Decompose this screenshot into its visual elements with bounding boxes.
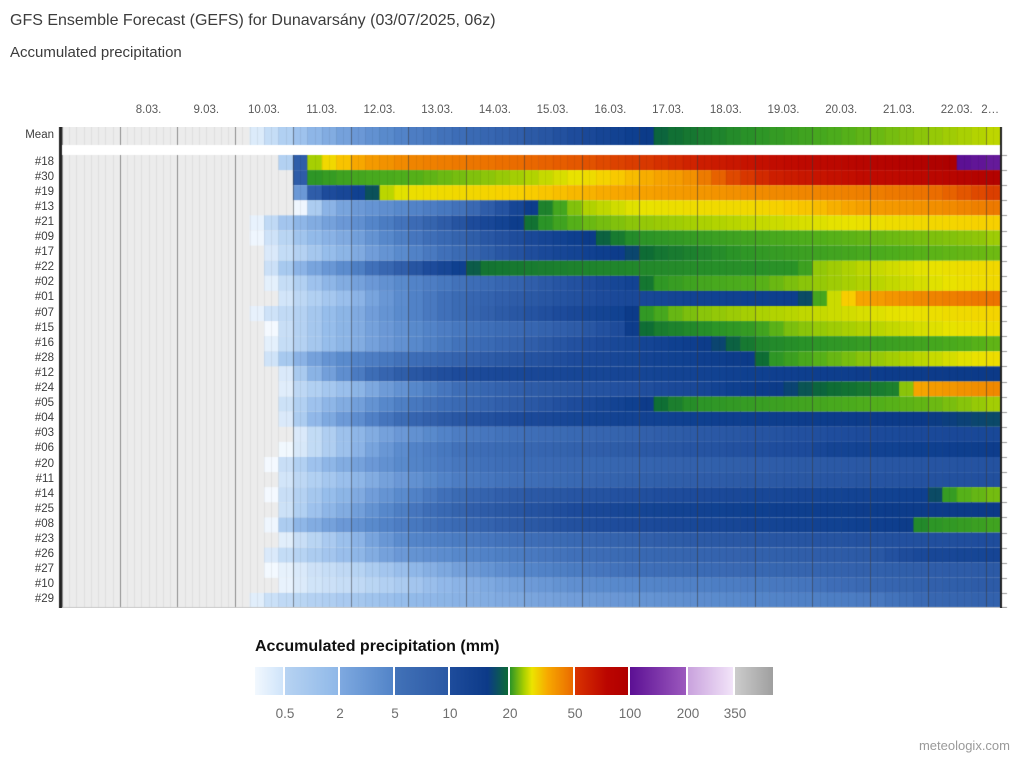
x-axis-tick-label: 16.03. [594, 104, 627, 116]
row-label: #01 [34, 291, 54, 304]
x-axis-tick-label: 20.03. [825, 104, 858, 116]
x-axis-tick-label: 15.03. [536, 104, 569, 116]
x-axis-tick-label: 22.03. [940, 104, 973, 116]
x-axis-tick-label: 21.03. [882, 104, 915, 116]
x-axis-tick-label: 17.03. [652, 104, 685, 116]
row-label: #16 [34, 336, 54, 349]
legend-color-segment [255, 667, 285, 695]
row-label: #20 [34, 457, 54, 470]
legend-colorbar [255, 667, 773, 695]
row-label: #08 [34, 517, 54, 530]
row-label: #17 [34, 246, 54, 259]
row-label: #04 [34, 412, 54, 425]
row-label: #07 [34, 306, 54, 319]
row-label: #14 [34, 487, 54, 500]
legend-color-segment [688, 667, 735, 695]
row-label: #15 [34, 321, 54, 334]
legend-tick-label: 10 [442, 706, 458, 721]
x-axis-tick-label: 18.03. [709, 104, 742, 116]
row-label: Mean [25, 129, 54, 141]
x-axis-tick-label: 9.03. [193, 104, 220, 116]
row-label: #02 [34, 276, 54, 289]
legend-color-segment [285, 667, 340, 695]
legend-color-segment [734, 667, 773, 695]
legend-tick-label: 0.5 [275, 706, 295, 721]
row-label: #11 [35, 472, 54, 485]
heatmap-canvas [56, 127, 1010, 608]
row-label: #12 [34, 366, 54, 379]
row-label: #09 [34, 231, 54, 244]
legend-tick-label: 100 [618, 706, 642, 721]
legend-color-segment [395, 667, 450, 695]
x-axis-tick-label: 14.03. [478, 104, 511, 116]
row-label: #10 [34, 578, 54, 591]
legend-tick-label: 200 [676, 706, 700, 721]
legend-tick-label: 350 [723, 706, 747, 721]
x-axis-tick-label: 12.03. [363, 104, 396, 116]
x-axis-tick-label: 13.03. [421, 104, 454, 116]
legend-tick-label: 5 [391, 706, 399, 721]
row-label: #18 [34, 155, 54, 168]
legend-color-segment [340, 667, 395, 695]
row-label: #06 [34, 442, 54, 455]
legend-color-segment [575, 667, 630, 695]
x-axis-tick-label: 2… [981, 104, 1000, 116]
legend-tick-label: 2 [336, 706, 344, 721]
legend-color-segment [630, 667, 688, 695]
ensemble-heatmap-chart: GFS Ensemble Forecast (GEFS) for Dunavar… [10, 12, 1010, 608]
row-label: #27 [34, 563, 54, 576]
row-label: #24 [34, 382, 54, 395]
row-label: #03 [34, 427, 54, 440]
row-label: #22 [34, 261, 54, 274]
legend-tick-label: 20 [502, 706, 518, 721]
row-label: #25 [34, 502, 54, 515]
legend-title: Accumulated precipitation (mm) [255, 638, 500, 655]
row-label: #28 [34, 351, 54, 364]
row-label: #13 [34, 200, 54, 213]
row-label: #19 [34, 185, 54, 198]
legend-color-segment [450, 667, 510, 695]
x-axis-tick-label: 10.03. [248, 104, 280, 116]
x-axis-tick-label: 8.03. [135, 104, 162, 116]
x-axis-tick-label: 11.03. [306, 104, 338, 116]
x-axis-tick-label: 19.03. [767, 104, 800, 116]
row-label: #30 [34, 170, 54, 183]
row-label: #23 [34, 533, 54, 546]
legend-color-segment [510, 667, 575, 695]
row-label: #26 [34, 548, 54, 561]
row-label: #05 [34, 397, 54, 410]
chart-subtitle: Accumulated precipitation [10, 44, 182, 61]
legend-tick-labels: 0.5 2 5 10 20 50 100 200 350 [255, 706, 773, 726]
page-title: GFS Ensemble Forecast (GEFS) for Dunavar… [10, 12, 496, 29]
row-label: #21 [34, 215, 54, 228]
legend-tick-label: 50 [567, 706, 583, 721]
row-label: #29 [34, 593, 54, 606]
watermark: meteologix.com [918, 738, 1010, 753]
